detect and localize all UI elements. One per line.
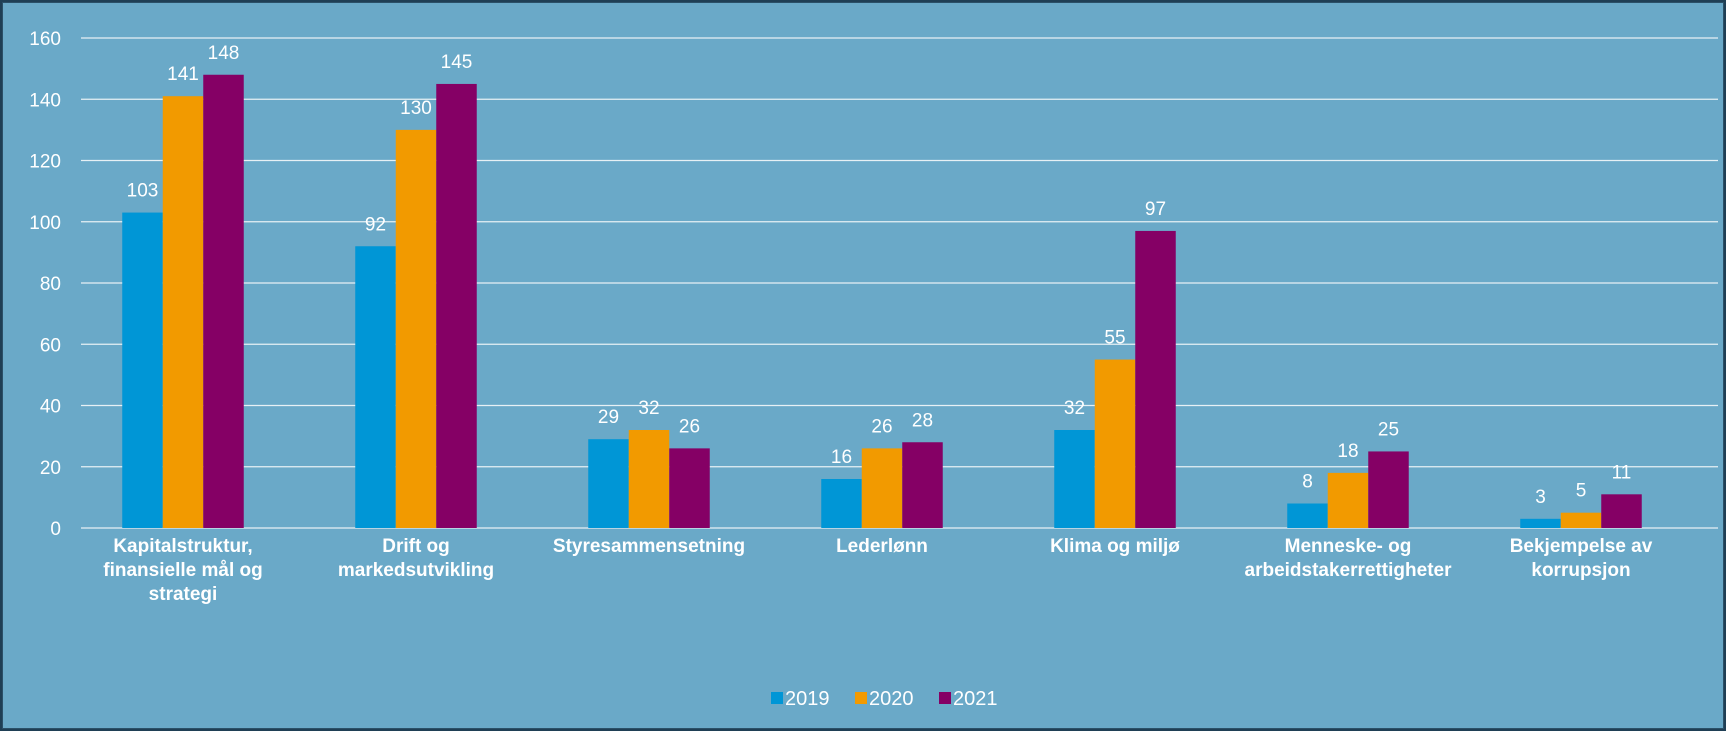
y-tick-label: 100 [29, 213, 61, 234]
bar-chart: 0 20 40 60 80 100 120 140 160 103 141 148 Kapitalstr… [29, 29, 1718, 710]
legend-swatch [855, 692, 867, 704]
legend-label: 2021 [953, 688, 998, 710]
data-label: 5 [1576, 481, 1587, 502]
data-label: 26 [679, 416, 700, 437]
x-category-label-line: arbeidstakerrettigheter [1245, 560, 1453, 581]
bar [1094, 359, 1136, 528]
legend-swatch [939, 692, 951, 704]
x-category-label-line: Lederlønn [836, 536, 928, 557]
y-tick-label: 0 [50, 519, 61, 540]
x-category-label: Bekjempelse av korrupsjon [1510, 536, 1653, 581]
legend-label: 2019 [785, 688, 830, 710]
data-label: 55 [1104, 328, 1125, 349]
x-category-label-line: Kapitalstruktur, [113, 536, 252, 557]
bar [902, 442, 943, 528]
x-category-label: Klima og miljø [1050, 536, 1180, 557]
x-category-label-line: Styresammensetning [553, 536, 745, 557]
bar [436, 83, 477, 528]
y-tick-label: 80 [40, 274, 61, 295]
bar [861, 448, 903, 528]
x-category-label: Menneske- og arbeidstakerrettigheter [1245, 536, 1453, 581]
bar [1520, 518, 1561, 528]
x-category-label-line: korrupsjon [1531, 560, 1630, 581]
bar [122, 212, 163, 528]
x-category-label-line: Bekjempelse av [1510, 536, 1653, 557]
x-category-label: Kapitalstruktur, finansielle mål og strate… [103, 536, 262, 605]
bar [1560, 512, 1602, 528]
data-label: 141 [167, 64, 199, 85]
legend-label: 2020 [869, 688, 914, 710]
x-category-label: Styresammensetning [553, 536, 745, 557]
bar [395, 129, 437, 528]
x-category-label-line: markedsutvikling [338, 560, 494, 581]
data-label: 29 [598, 407, 619, 428]
x-category-label-line: Klima og miljø [1050, 536, 1180, 557]
x-category-label-line: finansielle mål og [103, 560, 262, 581]
bar [203, 74, 244, 528]
data-label: 16 [831, 447, 852, 468]
legend-swatch [771, 692, 783, 704]
data-label: 148 [208, 43, 240, 64]
bar [1135, 230, 1176, 528]
data-label: 28 [912, 410, 933, 431]
bar [1054, 430, 1095, 528]
y-tick-label: 120 [29, 152, 61, 173]
data-label: 130 [400, 98, 432, 119]
x-category-label: Lederlønn [836, 536, 928, 557]
data-label: 97 [1145, 199, 1166, 220]
bar [588, 439, 629, 528]
data-label: 18 [1337, 441, 1358, 462]
y-tick-label: 20 [40, 458, 61, 479]
bar [1327, 472, 1369, 528]
bar [628, 430, 670, 528]
x-category-label-line: Menneske- og [1285, 536, 1412, 557]
bar [821, 479, 862, 528]
x-category-label-line: Drift og [382, 536, 450, 557]
y-tick-label: 140 [29, 90, 61, 111]
data-label: 3 [1535, 487, 1546, 508]
bar [162, 96, 204, 528]
bar [669, 448, 710, 528]
data-label: 8 [1302, 472, 1313, 493]
bar [1287, 503, 1328, 528]
data-label: 25 [1378, 419, 1399, 440]
data-label: 92 [365, 214, 386, 235]
bar [1368, 451, 1409, 528]
data-label: 11 [1612, 462, 1632, 483]
y-tick-label: 60 [40, 335, 61, 356]
data-label: 32 [638, 398, 659, 419]
bar [355, 246, 396, 528]
y-tick-label: 40 [40, 397, 61, 418]
y-tick-label: 160 [29, 29, 61, 50]
data-label: 145 [441, 52, 473, 73]
x-category-label: Drift og markedsutvikling [338, 536, 494, 581]
bar [1601, 494, 1642, 528]
data-label: 32 [1064, 398, 1085, 419]
data-label: 103 [127, 181, 159, 202]
data-label: 26 [871, 416, 892, 437]
x-category-label-line: strategi [149, 584, 218, 605]
